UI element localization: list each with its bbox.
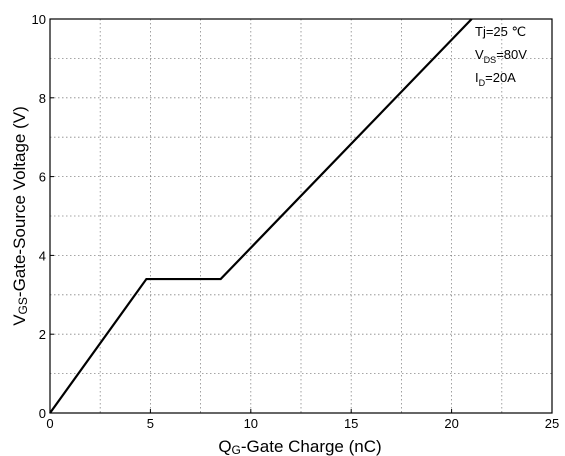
- annotation-id: ID=20A: [475, 70, 516, 88]
- tick-labels: 0 5 10 15 20 25 0 2 4 6 8 10: [32, 12, 560, 431]
- x-tick-label: 0: [46, 416, 53, 431]
- x-tick-label: 20: [444, 416, 458, 431]
- annotations: Tj=25 ℃ VDS=80V ID=20A: [475, 24, 527, 88]
- x-tick-label: 10: [244, 416, 258, 431]
- x-axis-label: QG-Gate Charge (nC): [218, 437, 381, 456]
- y-tick-label: 2: [39, 327, 46, 342]
- series: [49, 18, 473, 414]
- y-tick-label: 4: [39, 248, 46, 263]
- x-tick-label: 5: [147, 416, 154, 431]
- annotation-vds: VDS=80V: [475, 47, 527, 65]
- y-tick-label: 8: [39, 91, 46, 106]
- y-tick-label: 6: [39, 170, 46, 185]
- grid: [50, 19, 552, 413]
- y-tick-label: 10: [32, 12, 46, 27]
- y-axis-label: VGS-Gate-Source Voltage (V): [10, 106, 30, 326]
- plot-frame: [49, 18, 553, 414]
- y-tick-label: 0: [39, 406, 46, 421]
- series-line: [49, 18, 473, 414]
- annotation-temperature: Tj=25 ℃: [475, 24, 526, 39]
- x-tick-label: 25: [545, 416, 559, 431]
- x-tick-label: 15: [344, 416, 358, 431]
